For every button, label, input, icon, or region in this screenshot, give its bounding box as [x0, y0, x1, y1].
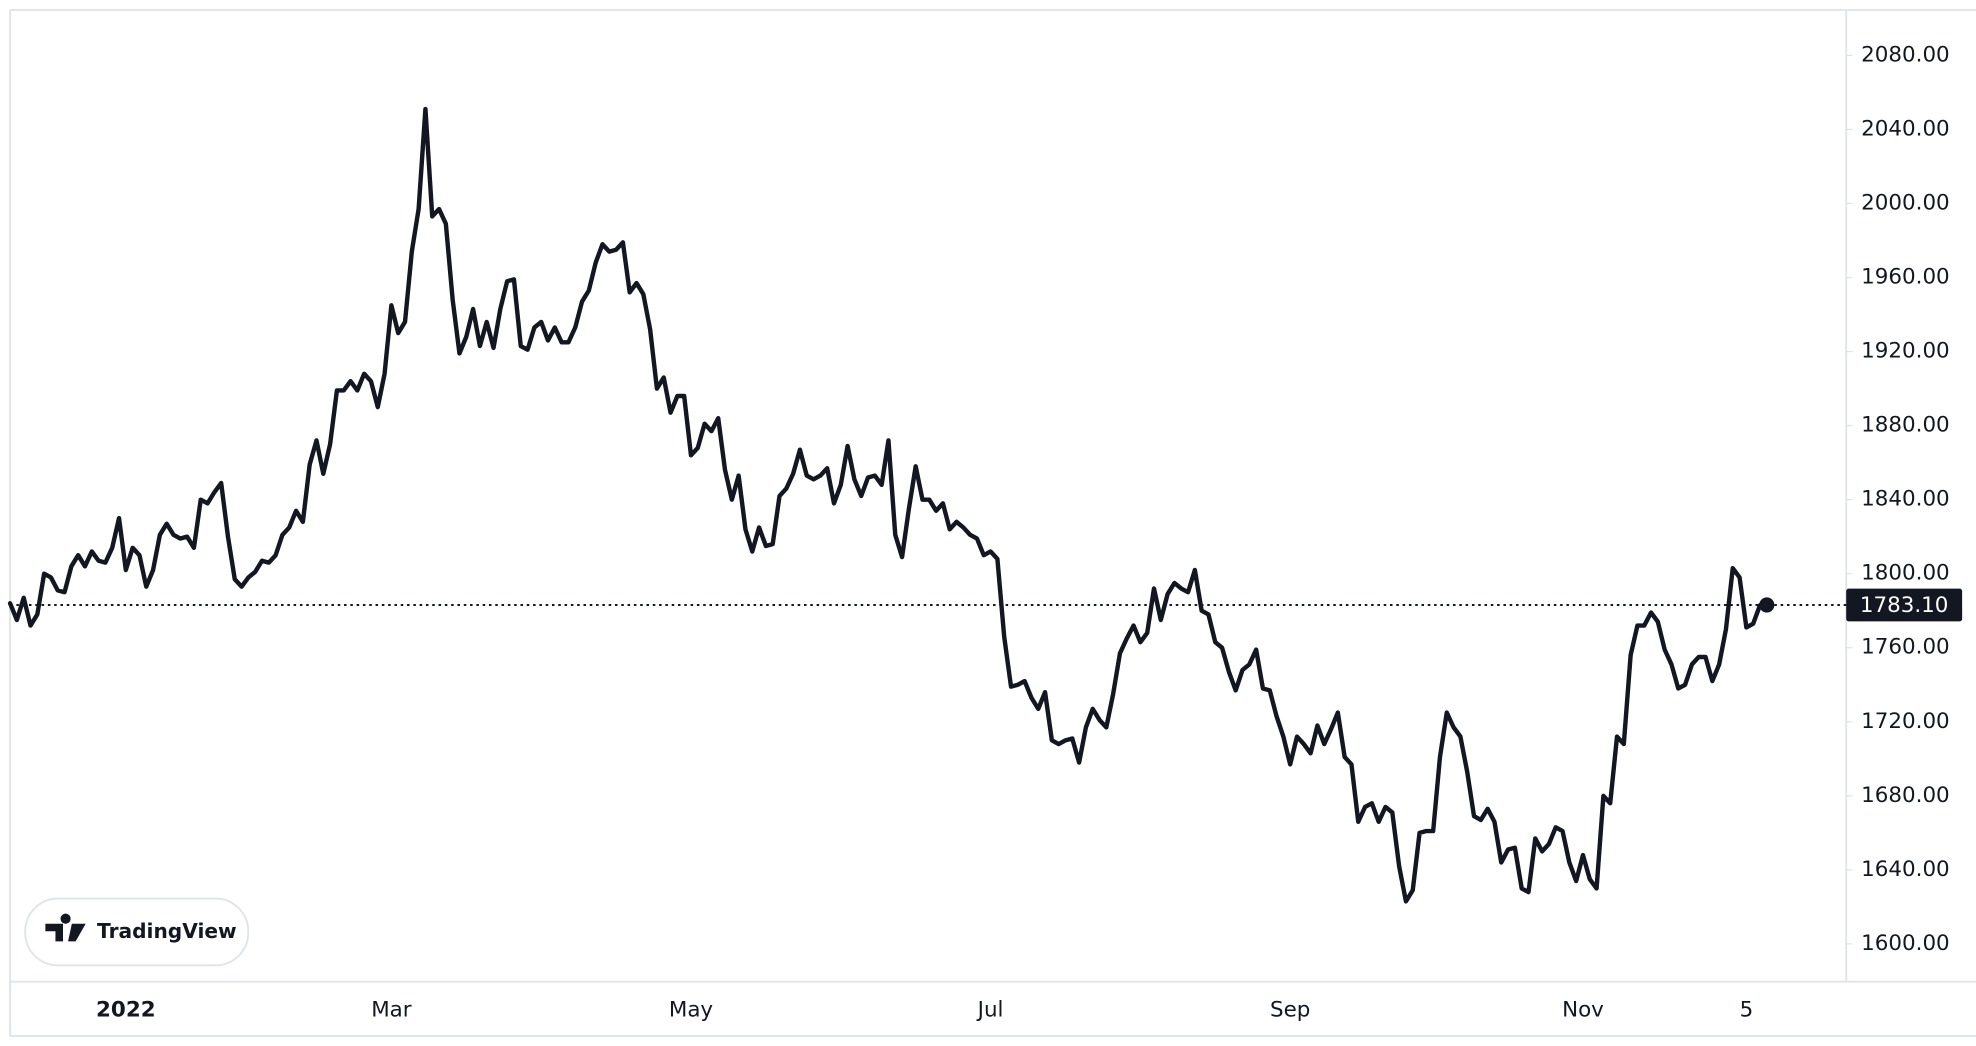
- x-tick-label: 2022: [96, 998, 156, 1023]
- y-tick-label: 1880.00: [1861, 413, 1950, 438]
- y-tick-label: 1760.00: [1861, 635, 1950, 660]
- y-tick-label: 1640.00: [1861, 857, 1950, 882]
- x-tick-label: 5: [1740, 998, 1754, 1023]
- y-tick-label: 1680.00: [1861, 783, 1950, 808]
- y-tick-label: 1720.00: [1861, 709, 1950, 734]
- y-tick-label: 1920.00: [1861, 339, 1950, 364]
- y-tick-label: 2000.00: [1861, 190, 1950, 215]
- price-line-series: [7, 106, 1770, 904]
- y-tick-label: 1960.00: [1861, 265, 1950, 290]
- current-price-label: 1783.10: [1860, 593, 1949, 618]
- x-tick-label: May: [669, 998, 714, 1023]
- watermark-pill: [24, 897, 250, 967]
- watermark: TradingView: [24, 897, 250, 967]
- current-price-box: [1846, 588, 1963, 622]
- watermark-text: TradingView: [97, 919, 237, 943]
- last-point: [1759, 597, 1775, 613]
- watermark-logo: [45, 913, 86, 942]
- y-tick-label: 1600.00: [1861, 931, 1950, 956]
- x-tick-label: Jul: [976, 998, 1004, 1023]
- x-tick-label: Sep: [1270, 998, 1310, 1023]
- y-tick-label: 2080.00: [1861, 42, 1950, 67]
- y-tick-label: 2040.00: [1861, 116, 1950, 141]
- x-tick-label: Nov: [1562, 998, 1604, 1023]
- y-tick-label: 1800.00: [1861, 561, 1950, 586]
- y-tick-label: 1840.00: [1861, 487, 1950, 512]
- x-tick-label: Mar: [371, 998, 412, 1023]
